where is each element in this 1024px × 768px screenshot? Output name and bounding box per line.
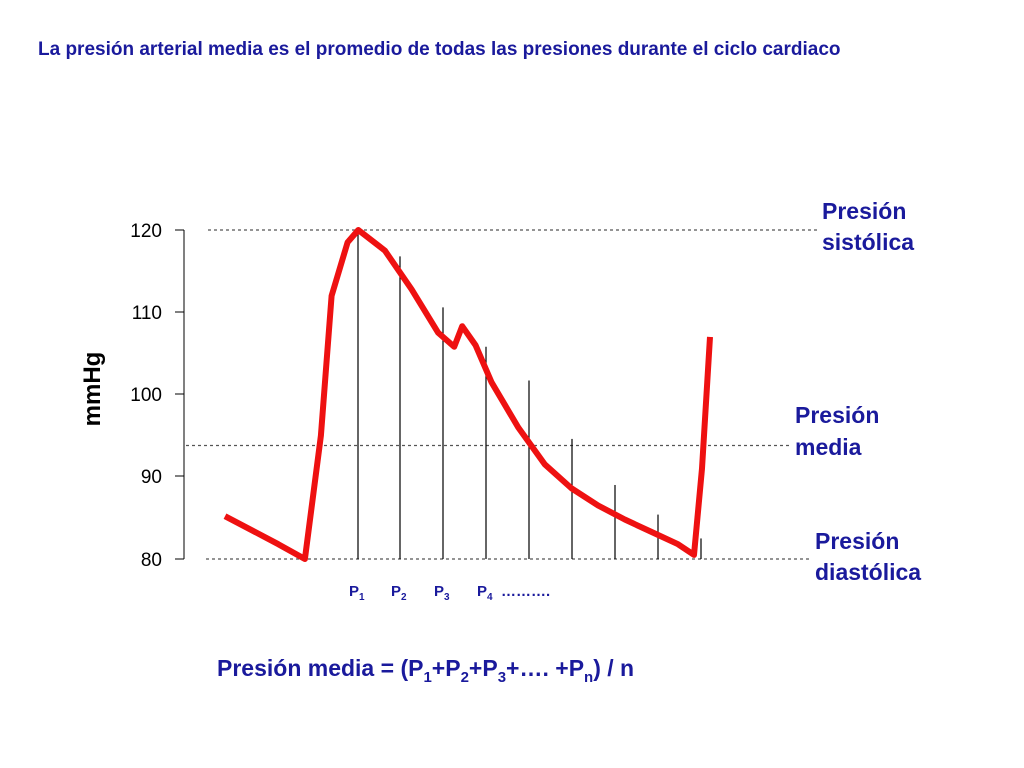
y-axis: 120 110 100 90 80 <box>130 221 185 571</box>
reference-label-sys: Presión <box>822 198 906 224</box>
pressure-curve <box>223 227 713 562</box>
y-tick-label: 100 <box>130 385 162 406</box>
reference-label-mean: media <box>795 434 862 460</box>
reference-label-sys: sistólica <box>822 229 914 255</box>
page-title: La presión arterial media es el promedio… <box>38 39 841 60</box>
reference-label-dia: Presión <box>815 528 899 554</box>
reference-label-mean: Presión <box>795 402 879 428</box>
y-tick-label: 90 <box>141 467 162 488</box>
reference-lines <box>186 229 820 560</box>
reference-label-dia: diastólica <box>815 559 921 585</box>
sample-lines <box>357 230 702 559</box>
sample-label: P3 <box>434 583 450 603</box>
y-tick-label: 110 <box>132 303 162 324</box>
reference-labels: Presión sistólica Presión media Presión diast… <box>795 198 921 585</box>
y-tick-label: 120 <box>130 221 162 242</box>
y-axis-label: mmHg <box>79 352 106 427</box>
sample-label: P4 <box>477 583 493 603</box>
sample-label: P2 <box>391 583 407 603</box>
sample-label: P1 <box>349 583 365 603</box>
sample-labels: P1 P2 P3 P4 <box>349 583 493 603</box>
y-tick-label: 80 <box>141 550 162 571</box>
mean-pressure-formula: Presión media = (P1+P2+P3+…. +Pn) / n <box>217 655 634 686</box>
sample-ellipsis: ………. <box>501 583 550 600</box>
